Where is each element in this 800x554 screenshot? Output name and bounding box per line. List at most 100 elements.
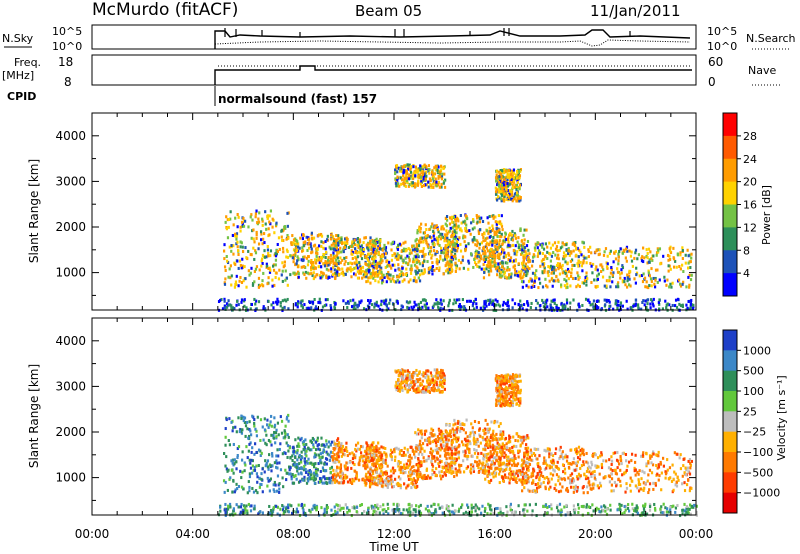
power-cell	[550, 277, 553, 281]
power-cell	[589, 303, 592, 307]
power-cell	[535, 243, 538, 247]
power-cell	[655, 253, 658, 257]
power-cell	[430, 245, 433, 249]
velocity-cell	[415, 480, 419, 484]
velocity-cell	[426, 474, 430, 478]
velocity-cell	[253, 418, 256, 422]
velocity-cell	[260, 472, 263, 476]
velocity-cell	[446, 441, 449, 445]
velocity-cell	[313, 462, 316, 466]
power-cell	[267, 267, 270, 271]
velocity-cell	[297, 472, 300, 476]
power-cell	[525, 284, 528, 288]
power-cell	[240, 220, 244, 224]
power-cell	[496, 220, 500, 224]
power-cell	[255, 236, 258, 240]
power-cell	[408, 259, 411, 263]
velocity-cell	[284, 451, 287, 455]
power-cell	[484, 258, 488, 262]
power-cell	[668, 257, 672, 261]
velocity-cell	[499, 433, 502, 437]
power-cell	[517, 270, 521, 274]
power-cell	[675, 305, 679, 309]
power-cell	[688, 285, 691, 289]
power-cell	[565, 243, 568, 247]
power-cell	[402, 273, 405, 277]
power-cell	[329, 247, 332, 251]
power-cell	[446, 260, 449, 264]
power-cell	[681, 303, 684, 307]
power-cell	[350, 249, 353, 253]
velocity-cell	[229, 476, 232, 480]
power-cell	[350, 275, 353, 279]
power-cell	[464, 249, 467, 253]
power-cell	[518, 196, 521, 200]
power-cell	[654, 278, 657, 282]
power-cell	[435, 238, 438, 242]
power-cell	[443, 257, 447, 261]
power-cell	[481, 233, 484, 237]
power-cell	[301, 299, 304, 303]
power-cell	[283, 305, 286, 309]
power-cell	[524, 267, 527, 271]
velocity-cell	[346, 454, 349, 458]
velocity-cell	[393, 458, 397, 462]
power-cell	[455, 216, 458, 220]
power-cell	[226, 259, 229, 263]
power-cell	[500, 214, 503, 218]
velocity-cell	[399, 449, 402, 453]
velocity-cell	[400, 453, 404, 457]
power-cell	[303, 255, 306, 259]
velocity-cell	[415, 469, 418, 473]
power-cell	[474, 252, 477, 256]
power-cell	[264, 222, 267, 226]
power-cell	[516, 170, 519, 174]
power-cell	[495, 240, 498, 244]
power-cell	[602, 253, 606, 257]
power-cell	[564, 260, 567, 264]
power-cell	[486, 236, 489, 240]
power-cell	[513, 259, 516, 263]
power-cell	[539, 264, 542, 268]
velocity-cell	[397, 464, 400, 468]
power-cell	[509, 176, 512, 180]
power-cell	[581, 269, 584, 273]
power-cell	[626, 307, 629, 311]
power-cell	[529, 306, 532, 310]
power-cell	[318, 274, 322, 278]
power-cell	[302, 233, 305, 237]
power-cell	[488, 242, 491, 246]
power-cell	[529, 277, 532, 281]
power-cell	[320, 265, 323, 269]
power-cell	[295, 262, 298, 266]
power-cell	[244, 246, 247, 250]
velocity-cell	[502, 433, 505, 437]
power-cell	[541, 245, 544, 249]
power-cell	[497, 187, 500, 191]
power-cell	[687, 275, 690, 279]
power-cell	[681, 257, 684, 261]
power-cell	[478, 265, 481, 269]
power-cell	[316, 252, 319, 256]
power-cell	[632, 304, 635, 308]
power-cell	[371, 257, 374, 261]
velocity-cell	[304, 468, 307, 472]
velocity-cell	[409, 460, 412, 464]
velocity-cell	[420, 436, 423, 440]
power-cell	[511, 260, 514, 264]
velocity-cell	[401, 465, 405, 469]
velocity-cell	[266, 484, 269, 488]
power-cell	[349, 266, 352, 270]
velocity-cell	[499, 469, 502, 473]
velocity-cell	[407, 474, 410, 478]
velocity-cell	[369, 449, 372, 453]
power-cell	[455, 235, 458, 239]
velocity-cell	[300, 471, 303, 475]
power-cell	[585, 279, 588, 283]
power-cell	[501, 265, 504, 269]
velocity-cell	[228, 417, 231, 421]
ytick-label: 2000	[55, 220, 86, 234]
power-cell	[485, 267, 488, 271]
power-cell	[650, 257, 653, 261]
power-cell	[437, 180, 440, 184]
